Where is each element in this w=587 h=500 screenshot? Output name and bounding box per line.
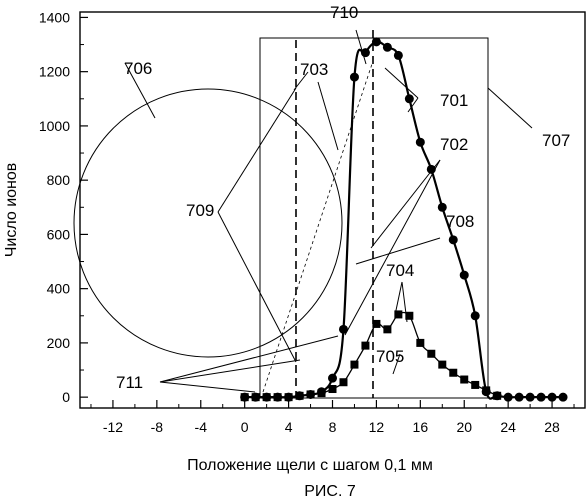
circle-data-point — [460, 271, 469, 280]
circle-data-point — [559, 393, 568, 402]
square-data-point — [460, 376, 468, 384]
circle-data-point — [416, 138, 425, 147]
square-data-point — [296, 392, 304, 400]
circle-data-point — [350, 73, 359, 82]
square-data-point — [339, 378, 347, 386]
circle-data-point — [405, 94, 414, 103]
circle-data-point — [383, 43, 392, 52]
fit-curves — [245, 42, 563, 399]
circle-data-point — [438, 203, 447, 212]
x-tick-label: -12 — [103, 419, 123, 435]
circle-data-point — [526, 393, 535, 402]
x-axis-title: Положение щели с шагом 0,1 мм — [187, 457, 433, 474]
square-data-point — [361, 342, 369, 350]
x-tick-label: 24 — [500, 419, 516, 435]
y-tick-label: 600 — [47, 226, 71, 242]
dotted-guide-line — [263, 64, 372, 392]
x-tick-label: -4 — [195, 419, 208, 435]
square-data-point — [372, 320, 380, 328]
y-tick-label: 800 — [47, 172, 71, 188]
plot-frame — [80, 12, 585, 408]
square-data-point — [449, 369, 457, 377]
square-data-point — [427, 350, 435, 358]
circle-series-curve — [245, 42, 563, 399]
label-706: 706 — [124, 59, 152, 78]
label-704: 704 — [386, 261, 414, 280]
square-data-point — [329, 385, 337, 393]
square-data-point — [252, 393, 260, 401]
figure-caption: РИС. 7 — [304, 483, 356, 500]
y-tick-label: 0 — [62, 389, 70, 405]
x-tick-label: 8 — [329, 419, 337, 435]
square-data-point — [493, 392, 501, 400]
circle-data-point — [449, 235, 458, 244]
label-709: 709 — [186, 201, 214, 220]
square-data-point — [482, 386, 490, 394]
x-tick-label: -8 — [151, 419, 164, 435]
circle-data-point — [548, 393, 557, 402]
y-tick-label: 400 — [47, 281, 71, 297]
label-701: 701 — [440, 91, 468, 110]
label-708: 708 — [446, 212, 474, 231]
y-tick-label: 200 — [47, 335, 71, 351]
y-tick-label: 1400 — [39, 9, 70, 25]
beam-circle — [74, 89, 342, 357]
label-711: 711 — [116, 373, 143, 392]
y-tick-label: 1200 — [39, 64, 70, 80]
x-tick-label: 20 — [456, 419, 472, 435]
circle-data-point — [515, 393, 524, 402]
circle-data-point — [537, 393, 546, 402]
circle-data-point — [471, 311, 480, 320]
label-703: 703 — [300, 60, 328, 79]
label-707: 707 — [542, 131, 570, 150]
square-data-point — [416, 339, 424, 347]
square-data-point — [471, 381, 479, 389]
x-tick-label: 16 — [413, 419, 429, 435]
label-702: 702 — [440, 135, 468, 154]
label-710: 710 — [330, 3, 358, 22]
square-data-point — [274, 393, 282, 401]
square-data-point — [383, 325, 391, 333]
x-tick-label: 0 — [241, 419, 249, 435]
square-data-point — [438, 361, 446, 369]
circle-data-point — [504, 393, 513, 402]
circle-data-point — [328, 374, 337, 383]
label-705: 705 — [376, 347, 404, 366]
square-data-point — [350, 361, 358, 369]
y-axis-title: Число ионов — [3, 163, 20, 258]
x-tick-label: 4 — [285, 419, 293, 435]
circle-data-point — [372, 37, 381, 46]
square-data-point — [285, 393, 293, 401]
x-tick-label: 12 — [369, 419, 385, 435]
square-data-point — [307, 390, 315, 398]
x-tick-label: 28 — [544, 419, 560, 435]
square-series-curve — [245, 312, 498, 397]
square-data-point — [263, 393, 271, 401]
y-tick-label: 1000 — [39, 118, 70, 134]
square-data-point — [318, 389, 326, 397]
square-data-point — [241, 393, 249, 401]
circle-data-point — [394, 51, 403, 60]
